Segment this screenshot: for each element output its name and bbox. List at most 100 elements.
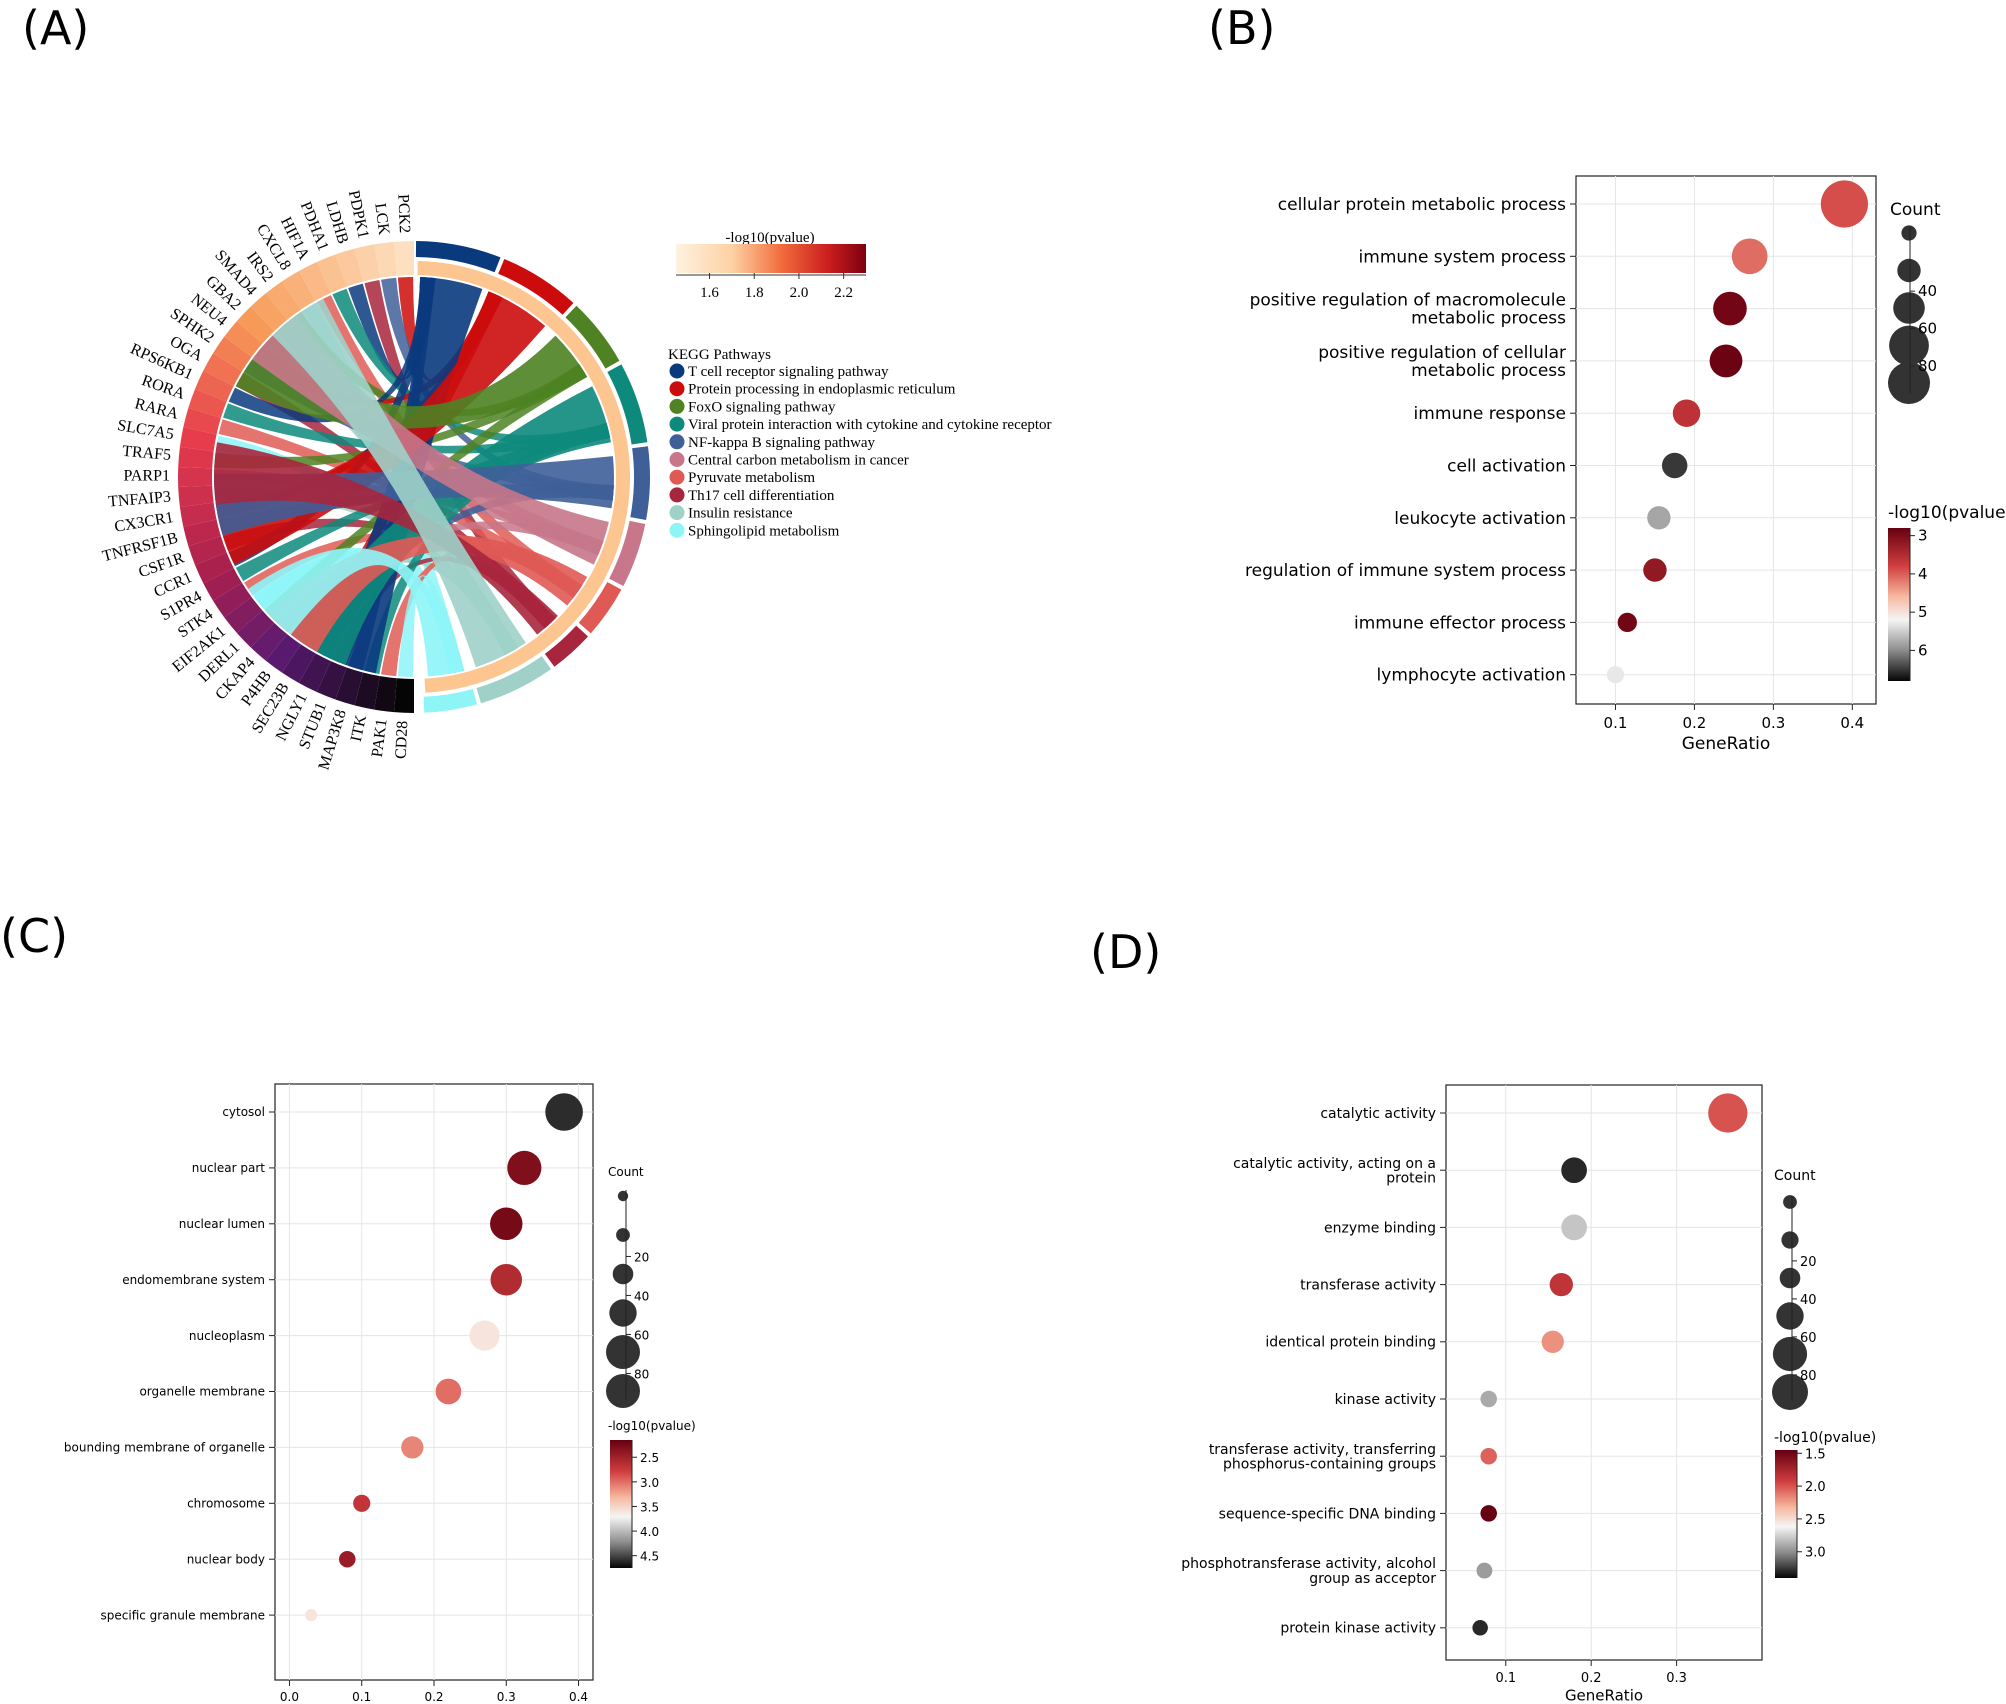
legend-label: Viral protein interaction with cytokine … <box>688 417 1052 433</box>
chord-ribbon-4 <box>290 386 611 665</box>
data-point <box>469 1320 500 1351</box>
x-tick-label: 0.1 <box>352 1690 371 1704</box>
legend-label: Insulin resistance <box>688 506 793 522</box>
gene-sector <box>316 254 347 293</box>
size-legend-tick-label: 20 <box>1800 1255 1817 1270</box>
colorbar-a-gradient <box>676 244 866 273</box>
legend-label: T cell receptor signaling pathway <box>688 364 889 380</box>
legend-label: NF-kappa B signaling pathway <box>688 435 876 451</box>
legend-label: Pyruvate metabolism <box>688 470 815 486</box>
gene-sector <box>250 622 288 661</box>
gene-sector <box>203 353 242 387</box>
gene-sector <box>265 281 301 320</box>
gene-sector <box>281 270 316 310</box>
term-label: immune effector process <box>1354 613 1566 633</box>
term-label: sequence-specific DNA binding <box>1219 1506 1436 1522</box>
data-point <box>1480 1447 1497 1465</box>
color-legend-tick-label: 3.0 <box>1805 1546 1826 1561</box>
term-label: phosphotransferase activity, alcohol <box>1181 1556 1436 1572</box>
x-tick-label: 0.2 <box>424 1690 443 1704</box>
gene-label: CD28 <box>393 720 412 759</box>
size-legend-dot <box>617 1190 629 1202</box>
gene-sector <box>179 427 217 452</box>
data-point <box>305 1609 318 1622</box>
panel-b-dotplot: 0.1 0.2 0.3 0.4 GeneRatio cellular protein me… <box>1245 175 2006 754</box>
x-tick-label: 0.3 <box>497 1690 516 1704</box>
pathway-sector <box>565 305 620 369</box>
kegg-legend-title: KEGG Pathways <box>668 347 771 363</box>
gene-sector <box>250 293 288 332</box>
chord-outer-ring <box>178 241 650 713</box>
size-legend-tick-label: 20 <box>634 1250 649 1264</box>
size-legend-dot <box>1772 1336 1808 1372</box>
pathway-sector <box>578 581 622 634</box>
gene-sector <box>178 466 213 488</box>
term-label: immune system process <box>1359 247 1567 267</box>
plot-frame <box>1575 175 1877 705</box>
color-legend-tick-label: 4 <box>1918 565 1928 583</box>
gene-sector <box>213 582 252 618</box>
size-legend-dot <box>1901 225 1917 241</box>
data-point <box>1708 1093 1748 1133</box>
color-legend-title: -log10(pvalue) <box>1774 1430 1876 1446</box>
color-legend-gradient <box>610 1440 632 1568</box>
pathway-sector <box>476 656 552 704</box>
data-point <box>1731 238 1768 275</box>
data-point <box>1647 506 1671 530</box>
gene-label: PARP1 <box>123 468 170 485</box>
data-point <box>435 1378 462 1405</box>
legend-swatch <box>669 522 685 538</box>
size-legend-dot <box>1779 1267 1801 1289</box>
term-label: protein <box>1386 1170 1436 1186</box>
term-label: nuclear body <box>187 1552 265 1566</box>
size-legend-dot <box>1897 258 1921 283</box>
data-point <box>1561 1214 1587 1241</box>
size-legend-dot <box>612 1263 634 1285</box>
gene-sector <box>265 634 301 673</box>
term-label: transferase activity <box>1300 1278 1436 1294</box>
gene-label: TRAF5 <box>121 443 171 464</box>
size-legend-dot <box>1783 1195 1797 1209</box>
panel-label-b: (B) <box>1208 1 1275 55</box>
term-label: nucleoplasm <box>189 1329 265 1343</box>
term-label: positive regulation of cellular <box>1318 343 1566 363</box>
legend-swatch <box>669 469 685 485</box>
term-label: positive regulation of macromolecule <box>1250 291 1566 311</box>
color-legend-title: -log10(pvalue) <box>1888 503 2006 523</box>
colorbar-a: -log10(pvalue) 1.6 1.8 2.0 2.2 <box>676 230 866 301</box>
data-point <box>1661 452 1688 479</box>
term-label: group as acceptor <box>1309 1571 1436 1587</box>
term-label: kinase activity <box>1335 1392 1436 1408</box>
data-point <box>1606 666 1625 684</box>
color-legend-tick-label: 3 <box>1918 527 1928 545</box>
legend-swatch <box>669 452 685 467</box>
panel-label-c: (C) <box>0 909 68 963</box>
gene-sector <box>393 241 414 276</box>
size-legend-tick-label: 40 <box>634 1289 649 1303</box>
pathway-sector <box>498 258 574 315</box>
data-point <box>1476 1562 1493 1579</box>
color-legend-tick-label: 2.5 <box>640 1451 659 1465</box>
size-legend-dot <box>606 1374 640 1408</box>
size-legend-title: Count <box>1774 1168 1816 1184</box>
panel-label-d: (D) <box>1090 925 1161 979</box>
data-point <box>490 1263 523 1296</box>
term-label: chromosome <box>187 1497 265 1511</box>
gene-sector <box>335 667 364 706</box>
data-point <box>1643 558 1667 582</box>
x-tick-label: 0.2 <box>1581 1671 1602 1686</box>
legend-label: Sphingolipid metabolism <box>688 523 840 539</box>
legend-swatch <box>669 363 685 379</box>
chord-ribbon-8 <box>213 442 558 635</box>
legend-swatch <box>669 434 685 450</box>
legend-swatch <box>669 487 685 503</box>
gene-sector <box>183 519 221 547</box>
term-label: catalytic activity, acting on a <box>1233 1156 1436 1172</box>
term-label: leukocyte activation <box>1394 509 1566 529</box>
gene-label: TNFAIP3 <box>107 488 171 510</box>
size-legend-tick-label: 60 <box>1918 320 1937 338</box>
color-legend-title: -log10(pvalue) <box>608 1419 696 1433</box>
size-legend-tick-label: 80 <box>634 1367 649 1381</box>
colorbar-a-tick-label: 2.0 <box>790 285 809 301</box>
data-point <box>1561 1157 1587 1184</box>
